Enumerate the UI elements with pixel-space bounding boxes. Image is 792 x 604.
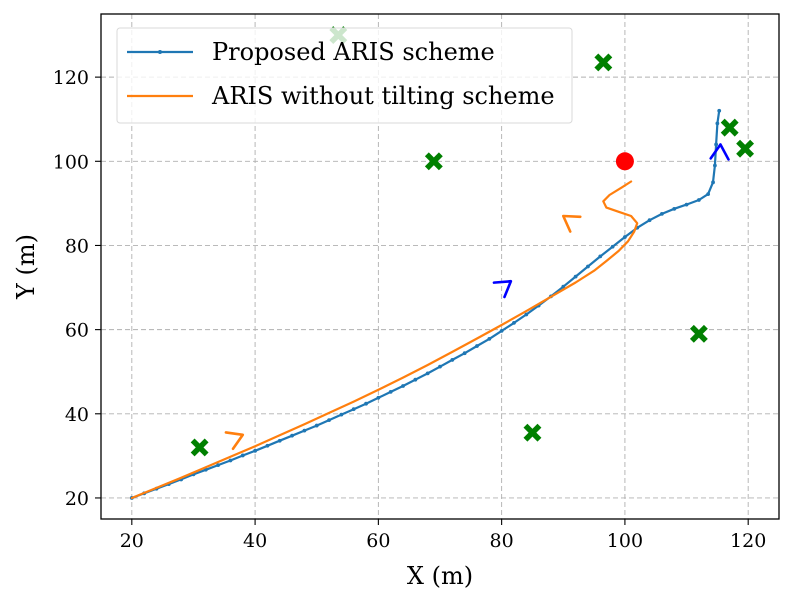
obstacle-marker (720, 118, 739, 137)
direction-arrow (492, 279, 513, 299)
series-point-0 (290, 433, 294, 438)
obstacle-marker (689, 324, 708, 343)
x-tick-label: 120 (730, 530, 766, 552)
series-point-0 (376, 395, 381, 400)
x-tick-label: 100 (607, 530, 643, 552)
series-point-0 (277, 438, 282, 443)
series-line-1 (130, 180, 639, 500)
obstacle-stroke (720, 118, 739, 137)
series-point-0 (265, 443, 270, 448)
series-point-0 (462, 351, 467, 356)
legend-marker-proposed (158, 50, 162, 54)
obstacle-stroke (689, 324, 708, 343)
series-point-0 (302, 428, 307, 433)
series-point-0 (684, 202, 689, 207)
direction-arrows (224, 143, 730, 451)
series-point-0 (524, 312, 529, 317)
series-point-0 (327, 418, 331, 423)
series-point-0 (351, 407, 356, 412)
legend: Proposed ARIS scheme ARIS without tiltin… (116, 27, 573, 124)
series-point-0 (561, 284, 566, 289)
series-point-0 (696, 198, 701, 202)
series-point-0 (475, 344, 479, 348)
series-point-0 (598, 254, 603, 259)
series-point-0 (240, 453, 245, 458)
x-axis-label: X (m) (407, 562, 473, 590)
obstacle-marker (736, 139, 755, 158)
series-point-0 (499, 328, 504, 333)
points-layer (190, 26, 755, 457)
x-tick-label: 40 (243, 530, 267, 552)
x-tick-label: 80 (490, 530, 514, 552)
series-point-0 (339, 412, 344, 417)
plot-frame (100, 13, 780, 520)
series-point-0 (623, 235, 627, 239)
axis-ticks: 20 40 60 80 100 120 20 40 60 80 100 120 (53, 67, 767, 552)
series-point-0 (672, 206, 677, 211)
obstacle-marker (190, 438, 209, 457)
obstacle-stroke (594, 53, 613, 72)
series-point-0 (715, 121, 720, 126)
series-point-0 (512, 320, 516, 325)
obstacle-marker (424, 152, 443, 171)
obstacle-stroke (736, 139, 755, 158)
series-point-0 (487, 336, 492, 341)
series-point-0 (388, 390, 393, 394)
series-point-0 (712, 163, 717, 168)
series-point-0 (413, 377, 418, 382)
series-point-0 (253, 448, 257, 453)
obstacle-stroke (523, 423, 542, 442)
series-point-0 (364, 401, 368, 406)
legend-label-without-tilting: ARIS without tilting scheme (211, 82, 555, 110)
direction-arrow (561, 214, 582, 233)
series-point-0 (586, 264, 590, 269)
series-point-0 (401, 384, 405, 388)
series-point-0 (450, 358, 455, 362)
legend-label-proposed: Proposed ARIS scheme (212, 38, 495, 66)
series-point-0 (228, 458, 233, 463)
y-tick-label: 100 (53, 151, 89, 173)
target-point (615, 152, 634, 171)
series-point-0 (714, 142, 719, 147)
series-point-0 (573, 274, 578, 279)
series-point-0 (647, 218, 652, 223)
y-tick-label: 120 (53, 67, 89, 89)
y-tick-label: 80 (65, 235, 89, 257)
series-point-0 (706, 192, 711, 197)
y-tick-label: 40 (65, 404, 89, 426)
series-point-0 (717, 108, 722, 113)
series-point-0 (659, 211, 664, 216)
x-tick-label: 60 (366, 530, 390, 552)
x-tick-label: 20 (120, 530, 144, 552)
series-point-0 (314, 423, 319, 428)
legend-box (116, 27, 573, 124)
series-layer (129, 108, 722, 500)
obstacle-stroke (190, 438, 209, 457)
series-line-0 (130, 109, 721, 500)
series-point-0 (610, 244, 615, 249)
obstacle-marker (523, 423, 542, 442)
direction-arrow (709, 143, 730, 161)
series-point-0 (711, 180, 715, 185)
obstacle-stroke (424, 152, 443, 171)
y-axis-label: Y (m) (12, 234, 40, 300)
series-point-0 (425, 371, 430, 376)
y-tick-label: 20 (65, 488, 89, 510)
obstacle-marker (594, 53, 613, 72)
series-point-0 (438, 364, 442, 369)
direction-arrow (224, 431, 245, 451)
series-point-0 (216, 463, 221, 468)
y-tick-label: 60 (65, 320, 89, 342)
